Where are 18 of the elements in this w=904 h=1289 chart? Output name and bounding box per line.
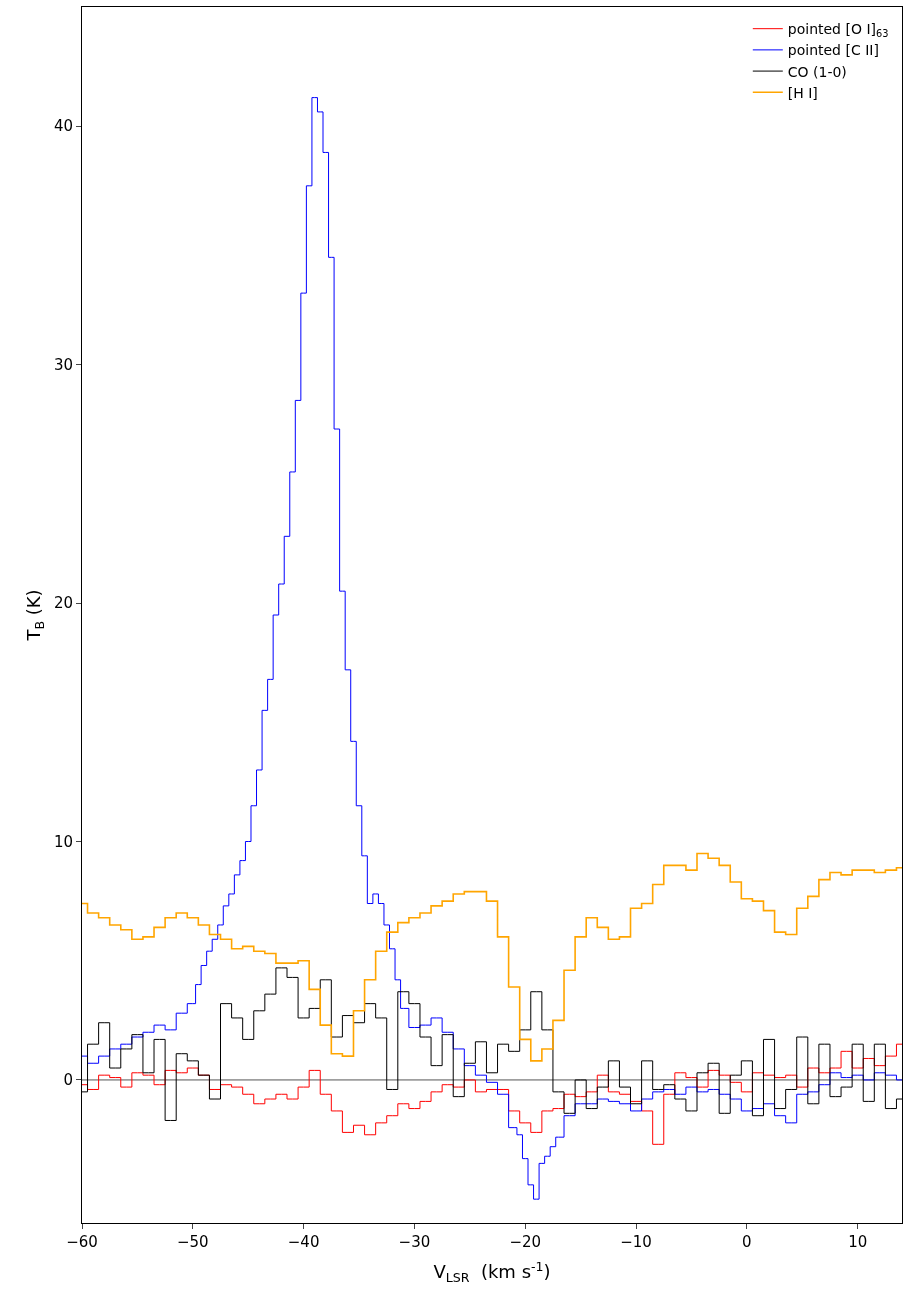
legend-label: [H I]	[787, 84, 818, 101]
x-tick-label: −20	[509, 1233, 542, 1251]
legend-label: CO (1-0)	[787, 63, 847, 80]
x-tick-label: 10	[848, 1233, 868, 1251]
x-tick-label: 0	[742, 1233, 752, 1251]
x-tick-label: −30	[398, 1233, 431, 1251]
x-tick-label: −40	[287, 1233, 320, 1251]
y-tick-label: 20	[53, 594, 73, 613]
y-tick-label: 40	[53, 117, 73, 136]
y-tick-label: 10	[53, 832, 73, 851]
legend-label: pointed [O I]$_{63}$	[787, 21, 889, 40]
x-axis-title: V$_{LSR}$ (km s$^{-1}$)	[433, 1258, 551, 1285]
legend-label: pointed [C II]	[787, 42, 879, 59]
x-tick-label: −10	[620, 1233, 652, 1251]
y-tick-label: 0	[63, 1071, 73, 1090]
y-tick-label: 30	[53, 355, 73, 374]
x-tick-label: −50	[176, 1233, 209, 1251]
x-tick-label: −60	[66, 1233, 98, 1251]
